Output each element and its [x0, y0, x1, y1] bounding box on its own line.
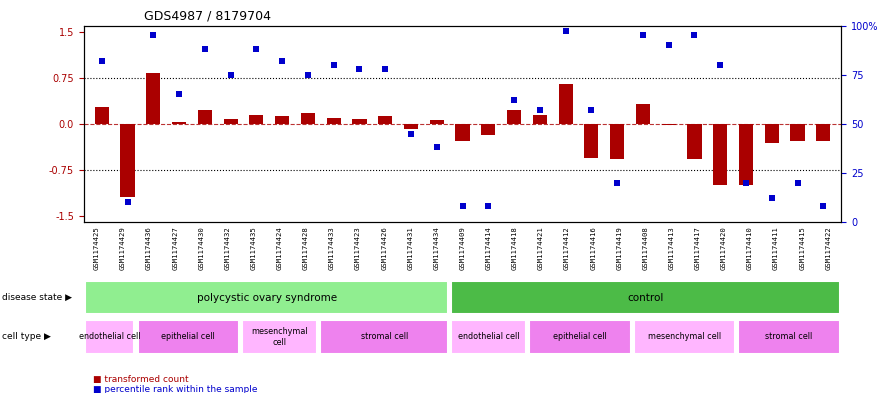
Bar: [713, 124, 728, 185]
Bar: [451, 281, 840, 314]
Bar: [94, 107, 109, 124]
Bar: [224, 119, 238, 124]
Bar: [507, 110, 522, 124]
Text: GSM1174433: GSM1174433: [329, 227, 335, 270]
Text: GSM1174427: GSM1174427: [172, 227, 178, 270]
Bar: [137, 320, 239, 354]
Text: endothelial cell: endothelial cell: [79, 332, 141, 342]
Bar: [455, 124, 470, 141]
Text: GSM1174415: GSM1174415: [799, 227, 805, 270]
Bar: [197, 110, 212, 124]
Text: GSM1174434: GSM1174434: [433, 227, 440, 270]
Text: GSM1174423: GSM1174423: [355, 227, 361, 270]
Text: GDS4987 / 8179704: GDS4987 / 8179704: [144, 10, 271, 23]
Text: GSM1174430: GSM1174430: [198, 227, 204, 270]
Text: GSM1174421: GSM1174421: [538, 227, 544, 270]
Bar: [790, 124, 804, 141]
Text: GSM1174419: GSM1174419: [617, 227, 622, 270]
Bar: [378, 116, 392, 124]
Text: endothelial cell: endothelial cell: [458, 332, 520, 342]
Text: GSM1174429: GSM1174429: [120, 227, 126, 270]
Text: GSM1174413: GSM1174413: [669, 227, 675, 270]
Text: GSM1174432: GSM1174432: [225, 227, 231, 270]
Bar: [403, 124, 418, 129]
Text: GSM1174436: GSM1174436: [146, 227, 152, 270]
Text: GSM1174425: GSM1174425: [93, 227, 100, 270]
Text: GSM1174412: GSM1174412: [564, 227, 570, 270]
Bar: [584, 124, 598, 158]
Bar: [172, 122, 186, 124]
Text: GSM1174416: GSM1174416: [590, 227, 596, 270]
Bar: [85, 281, 448, 314]
Text: GSM1174414: GSM1174414: [485, 227, 492, 270]
Bar: [610, 124, 625, 160]
Bar: [327, 118, 341, 124]
Bar: [687, 124, 701, 160]
Text: GSM1174422: GSM1174422: [825, 227, 832, 270]
Text: mesenchymal
cell: mesenchymal cell: [251, 327, 308, 347]
Text: disease state ▶: disease state ▶: [2, 293, 71, 302]
Bar: [430, 120, 444, 124]
Text: GSM1174431: GSM1174431: [407, 227, 413, 270]
Bar: [352, 119, 366, 124]
Text: ■ percentile rank within the sample: ■ percentile rank within the sample: [93, 385, 257, 393]
Bar: [529, 320, 631, 354]
Text: GSM1174435: GSM1174435: [250, 227, 256, 270]
Text: ■ transformed count: ■ transformed count: [93, 375, 189, 384]
Bar: [634, 320, 736, 354]
Bar: [636, 104, 650, 124]
Bar: [559, 84, 573, 124]
Bar: [300, 113, 315, 124]
Text: GSM1174420: GSM1174420: [721, 227, 727, 270]
Bar: [121, 124, 135, 197]
Bar: [765, 124, 779, 143]
Text: GSM1174409: GSM1174409: [460, 227, 465, 270]
Bar: [146, 73, 160, 124]
Text: polycystic ovary syndrome: polycystic ovary syndrome: [196, 293, 337, 303]
Bar: [321, 320, 448, 354]
Bar: [816, 124, 831, 141]
Text: control: control: [627, 293, 663, 303]
Text: GSM1174411: GSM1174411: [773, 227, 779, 270]
Bar: [242, 320, 317, 354]
Text: GSM1174410: GSM1174410: [747, 227, 753, 270]
Text: epithelial cell: epithelial cell: [553, 332, 607, 342]
Bar: [662, 124, 676, 125]
Bar: [739, 124, 753, 185]
Text: stromal cell: stromal cell: [360, 332, 408, 342]
Text: stromal cell: stromal cell: [766, 332, 813, 342]
Text: cell type ▶: cell type ▶: [2, 332, 50, 342]
Bar: [481, 124, 495, 135]
Text: GSM1174417: GSM1174417: [694, 227, 700, 270]
Bar: [249, 115, 263, 124]
Bar: [738, 320, 840, 354]
Text: GSM1174424: GSM1174424: [277, 227, 283, 270]
Text: GSM1174428: GSM1174428: [303, 227, 308, 270]
Text: GSM1174426: GSM1174426: [381, 227, 387, 270]
Bar: [275, 116, 289, 124]
Bar: [451, 320, 526, 354]
Text: mesenchymal cell: mesenchymal cell: [648, 332, 722, 342]
Bar: [85, 320, 135, 354]
Text: GSM1174418: GSM1174418: [512, 227, 518, 270]
Text: GSM1174408: GSM1174408: [642, 227, 648, 270]
Bar: [533, 115, 547, 124]
Text: epithelial cell: epithelial cell: [161, 332, 215, 342]
